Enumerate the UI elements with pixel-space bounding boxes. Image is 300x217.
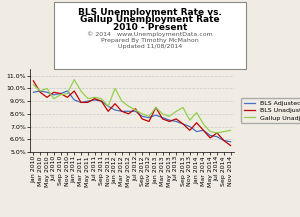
Text: 2010 - Present: 2010 - Present (113, 23, 187, 32)
Text: BLS Unemployment Rate vs.: BLS Unemployment Rate vs. (78, 8, 222, 16)
Text: Prepared By Timothy McMahon: Prepared By Timothy McMahon (101, 38, 199, 43)
Legend: BLS Adjusted, BLS Unadjusted, Gallup Unadjusted: BLS Adjusted, BLS Unadjusted, Gallup Una… (241, 98, 300, 123)
Text: Gallup Unemployment Rate: Gallup Unemployment Rate (80, 15, 220, 24)
Text: Updated 11/08/2014: Updated 11/08/2014 (118, 44, 182, 49)
Text: © 2014   www.UnemploymentData.com: © 2014 www.UnemploymentData.com (87, 31, 213, 37)
